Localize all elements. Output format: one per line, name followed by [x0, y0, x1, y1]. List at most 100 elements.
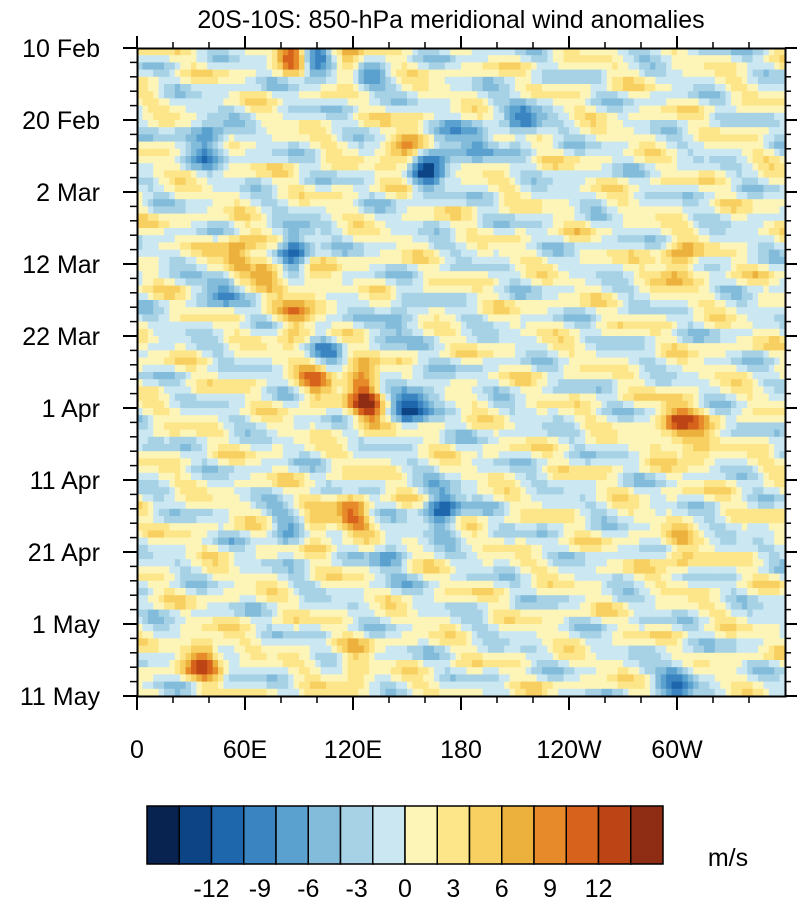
- heatmap-cell: [482, 336, 489, 344]
- heatmap-cell: [385, 242, 392, 250]
- heatmap-cell: [650, 127, 656, 135]
- heatmap-cell: [466, 163, 473, 171]
- heatmap-cell: [558, 314, 564, 322]
- heatmap-cell: [347, 220, 354, 229]
- heatmap-cell: [412, 235, 419, 243]
- heatmap-cell: [228, 76, 235, 85]
- heatmap-cell: [677, 148, 683, 157]
- heatmap-cell: [223, 220, 230, 229]
- heatmap-cell: [180, 220, 186, 229]
- heatmap-cell: [390, 336, 397, 344]
- heatmap-cell: [299, 264, 305, 272]
- heatmap-cell: [498, 76, 505, 85]
- heatmap-cell: [536, 206, 543, 214]
- heatmap-cell: [412, 127, 419, 135]
- heatmap-cell: [147, 141, 154, 150]
- heatmap-cell: [444, 206, 451, 214]
- heatmap-cell: [401, 84, 408, 92]
- heatmap-cell: [569, 321, 575, 330]
- heatmap-cell: [401, 148, 408, 157]
- heatmap-cell: [434, 69, 440, 78]
- heatmap-cell: [304, 300, 311, 308]
- heatmap-cell: [569, 76, 575, 85]
- heatmap-cell: [682, 256, 689, 265]
- heatmap-cell: [617, 213, 624, 222]
- heatmap-cell: [498, 300, 505, 308]
- heatmap-cell: [758, 256, 764, 265]
- heatmap-cell: [272, 314, 278, 322]
- heatmap-cell: [552, 336, 559, 344]
- heatmap-cell: [617, 141, 624, 150]
- heatmap-cell: [601, 48, 608, 56]
- heatmap-cell: [223, 141, 230, 150]
- heatmap-cell: [218, 249, 224, 258]
- heatmap-cell: [547, 105, 554, 114]
- heatmap-cell: [266, 300, 273, 308]
- heatmap-cell: [763, 148, 770, 157]
- heatmap-cell: [563, 55, 570, 63]
- heatmap-cell: [299, 91, 305, 99]
- heatmap-cell: [498, 307, 505, 315]
- heatmap-cell: [482, 105, 489, 114]
- heatmap-cell: [536, 134, 543, 142]
- heatmap-cell: [142, 199, 149, 207]
- heatmap-cell: [309, 242, 316, 250]
- heatmap-cell: [660, 184, 667, 193]
- heatmap-cell: [552, 76, 559, 85]
- heatmap-cell: [261, 213, 267, 222]
- heatmap-cell: [704, 48, 710, 56]
- heatmap-cell: [142, 285, 149, 294]
- heatmap-cell: [353, 249, 359, 258]
- heatmap-cell: [174, 343, 181, 351]
- heatmap-cell: [407, 249, 413, 258]
- heatmap-cell: [617, 307, 624, 315]
- heatmap-cell: [644, 292, 651, 301]
- heatmap-cell: [207, 199, 213, 207]
- heatmap-cell: [585, 76, 591, 85]
- heatmap-cell: [196, 235, 203, 243]
- heatmap-cell: [585, 264, 591, 272]
- heatmap-cell: [650, 148, 656, 157]
- heatmap-cell: [363, 264, 370, 272]
- heatmap-cell: [266, 256, 273, 265]
- heatmap-cell: [698, 256, 705, 265]
- heatmap-cell: [342, 170, 348, 178]
- heatmap-cell: [741, 242, 748, 250]
- heatmap-cell: [153, 55, 159, 63]
- heatmap-cell: [315, 127, 321, 135]
- heatmap-cell: [547, 300, 554, 308]
- heatmap-cell: [212, 343, 219, 351]
- heatmap-cell: [277, 235, 284, 243]
- heatmap-cell: [223, 98, 230, 106]
- heatmap-cell: [277, 148, 284, 157]
- heatmap-cell: [412, 256, 419, 265]
- heatmap-cell: [639, 112, 645, 121]
- heatmap-cell: [250, 48, 257, 56]
- heatmap-cell: [164, 112, 170, 121]
- heatmap-cell: [223, 235, 230, 243]
- heatmap-cell: [142, 213, 149, 222]
- heatmap-cell: [428, 98, 435, 106]
- heatmap-cell: [261, 127, 267, 135]
- heatmap-cell: [309, 76, 316, 85]
- heatmap-cell: [293, 112, 300, 121]
- heatmap-cell: [542, 91, 548, 99]
- heatmap-cell: [407, 177, 413, 186]
- heatmap-cell: [342, 48, 348, 56]
- heatmap-cell: [293, 292, 300, 301]
- heatmap-cell: [536, 228, 543, 236]
- heatmap-cell: [471, 69, 478, 78]
- heatmap-cell: [407, 112, 413, 121]
- heatmap-cell: [525, 256, 532, 265]
- heatmap-cell: [390, 120, 397, 128]
- heatmap-cell: [223, 184, 230, 193]
- heatmap-cell: [542, 177, 548, 186]
- heatmap-cell: [542, 228, 548, 236]
- heatmap-cell: [164, 271, 170, 279]
- heatmap-cell: [482, 292, 489, 301]
- heatmap-cell: [471, 91, 478, 99]
- heatmap-cell: [228, 242, 235, 250]
- heatmap-cell: [714, 307, 721, 315]
- heatmap-cell: [655, 170, 662, 178]
- heatmap-cell: [347, 48, 354, 56]
